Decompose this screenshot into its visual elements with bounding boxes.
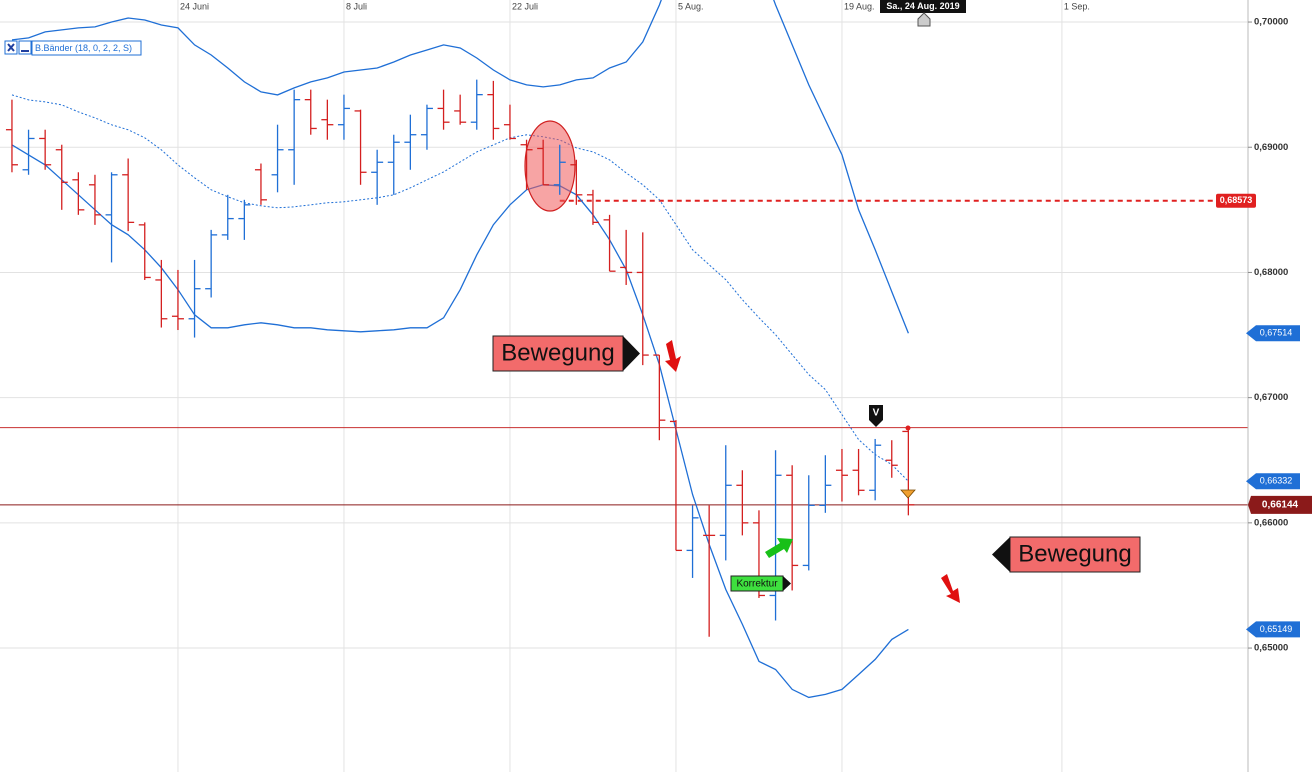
- y-tick-label: 0,65000: [1254, 643, 1288, 654]
- band-label: 0,67514: [1260, 328, 1293, 338]
- x-tick-label: 8 Juli: [346, 1, 367, 11]
- minimize-icon[interactable]: [18, 40, 32, 55]
- price-labels: 0,68573 0,66144 0,67514 0,66332 0,65149: [1216, 193, 1312, 638]
- annotation-text: Bewegung: [1018, 540, 1131, 567]
- annotation-2: Bewegung: [941, 536, 1141, 603]
- close-icon-x: [7, 43, 15, 52]
- ohlc-bars: [5, 79, 915, 637]
- annotation-pointer: [623, 336, 640, 371]
- x-axis: 24 Juni 8 Juli 22 Juli 5 Aug. 19 Aug. 1 Sep.: [180, 1, 1090, 11]
- band-line: [11, 0, 910, 334]
- y-axis: 0,65000 0,66000 0,67000 0,68000 0,69000 0,700…: [1248, 17, 1288, 654]
- band-label: 0,65149: [1260, 624, 1293, 634]
- y-tick-label: 0,67000: [1254, 392, 1288, 403]
- annotation-pointer: [992, 537, 1010, 572]
- cursor-date: Sa., 24 Aug. 2019: [886, 1, 959, 11]
- annotation-3: Korrektur: [730, 538, 793, 592]
- x-tick-label: 5 Aug.: [678, 1, 704, 11]
- y-tick-label: 0,70000: [1254, 17, 1288, 28]
- band-line: [11, 94, 909, 482]
- annotation-box: [492, 335, 624, 372]
- indicator-legend: B.Bänder (18, 0, 2, 2, S): [4, 40, 142, 56]
- band-label-box: [1246, 621, 1300, 638]
- legend-box[interactable]: [31, 40, 142, 56]
- x-tick-label: 22 Juli: [512, 1, 538, 11]
- signal-shape: [869, 405, 883, 427]
- y-tick-label: 0,69000: [1254, 142, 1288, 153]
- annotation-text: Bewegung: [501, 339, 614, 366]
- x-tick-label: 19 Aug.: [844, 1, 875, 11]
- y-tick-label: 0,68000: [1254, 267, 1288, 278]
- band-label-box: [1246, 325, 1300, 342]
- cursor-marker[interactable]: [917, 12, 931, 27]
- high-dot: [905, 425, 911, 431]
- signal-text: V: [873, 408, 880, 419]
- annotation-box: [1009, 536, 1141, 573]
- annotation-pointer: [783, 576, 791, 591]
- red-arrow: [941, 574, 960, 603]
- price-label: 0,68573: [1220, 195, 1253, 205]
- cursor-date-box: [880, 0, 966, 13]
- grid: [0, 0, 1248, 772]
- signal-marker: V: [869, 405, 883, 427]
- price-label-box: [1216, 193, 1256, 208]
- x-tick-label: 1 Sep.: [1064, 1, 1090, 11]
- y-tick-label: 0,66000: [1254, 517, 1288, 528]
- green-arrow: [765, 538, 793, 558]
- band-label-box: [1246, 473, 1300, 490]
- highlight-ellipse: [524, 120, 576, 212]
- annotation-1: Bewegung: [492, 335, 681, 372]
- red-arrow: [665, 340, 681, 372]
- horizontal-lines: [0, 199, 1248, 506]
- x-tick-label: 24 Juni: [180, 1, 209, 11]
- price-label: 0,66144: [1262, 499, 1299, 510]
- indicator-label: B.Bänder (18, 0, 2, 2, S): [35, 43, 132, 53]
- price-label-box: [1248, 495, 1312, 514]
- price-marker: [900, 489, 916, 499]
- band-label: 0,66332: [1260, 476, 1293, 486]
- annotation-text: Korrektur: [736, 579, 778, 590]
